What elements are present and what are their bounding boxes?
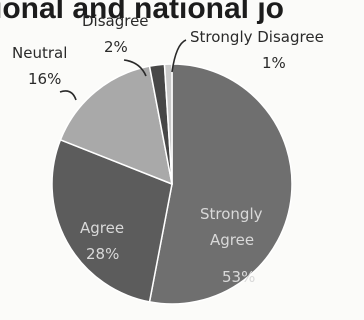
label-strongly-agree-value: 53%: [222, 268, 255, 286]
label-strongly-disagree-value: 1%: [262, 54, 286, 72]
leader-neutral: [59, 90, 77, 101]
chart-title: ional and national jo: [0, 0, 284, 25]
pie-slice-strongly-agree: [148, 63, 293, 305]
label-strongly-disagree-name: Strongly Disagree: [190, 28, 324, 46]
pie-slices: [51, 63, 293, 305]
label-agree-value: 28%: [86, 245, 119, 263]
label-strongly-agree-name-line2: Agree: [210, 231, 254, 249]
leader-disagree: [123, 59, 147, 77]
pie-slice-agree: [51, 138, 173, 303]
pie-slice-strongly-disagree: [163, 63, 173, 185]
label-agree-name: Agree: [80, 219, 124, 237]
label-disagree-value: 2%: [104, 38, 128, 56]
label-strongly-agree-name-line1: Strongly: [200, 205, 263, 223]
leader-strongly-disagree: [171, 39, 187, 73]
label-neutral-name: Neutral: [12, 44, 67, 62]
label-neutral-value: 16%: [28, 70, 61, 88]
label-disagree-name: Disagree: [82, 12, 149, 30]
